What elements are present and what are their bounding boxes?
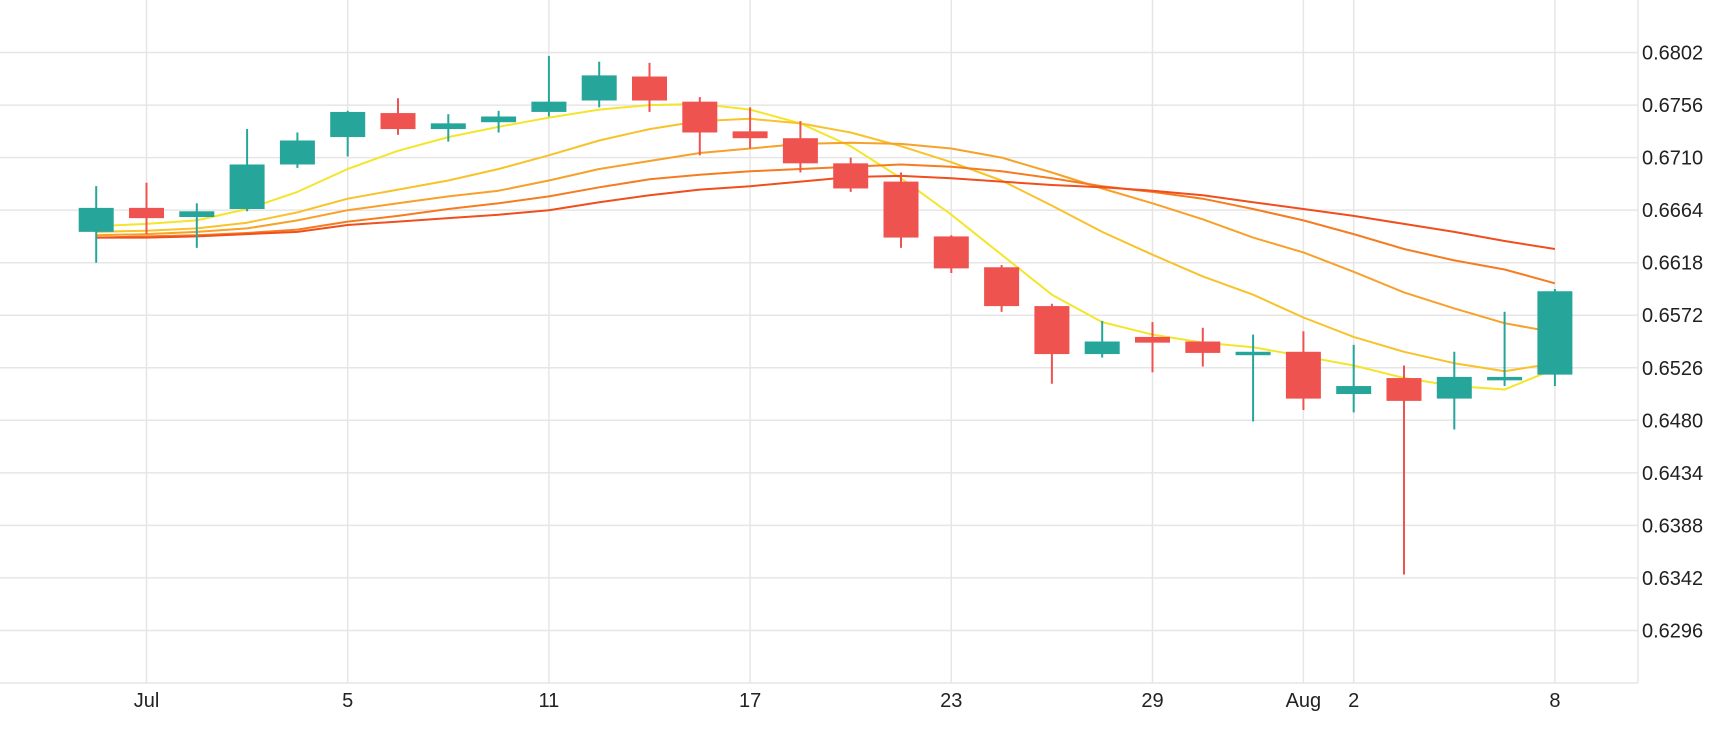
candle-down (732, 107, 768, 149)
candle-down (933, 235, 969, 273)
candle-body (1285, 351, 1321, 399)
y-tick-label: 0.6802 (1642, 43, 1703, 65)
candle-body (531, 101, 567, 112)
y-tick-label: 0.6756 (1642, 95, 1703, 117)
candle-up (78, 186, 114, 263)
candle-down (380, 98, 416, 135)
candle-body (984, 267, 1020, 307)
candle-up (229, 129, 265, 212)
candle-up (1436, 351, 1472, 430)
candle-down (682, 97, 718, 156)
y-tick-label: 0.6664 (1642, 200, 1703, 222)
candle-up (1235, 334, 1271, 422)
candle-up (531, 55, 567, 117)
x-tick-label: 17 (739, 690, 761, 712)
x-tick-label: Jul (134, 690, 160, 712)
y-tick-label: 0.6526 (1642, 358, 1703, 380)
candle-down (129, 182, 164, 235)
candle-up (1336, 344, 1372, 413)
candle-body (632, 76, 667, 101)
ma-line-3 (96, 141, 1556, 334)
candle-up (581, 61, 617, 108)
y-tick-label: 0.6296 (1642, 620, 1703, 642)
candle-down (1185, 327, 1221, 367)
candle-up (179, 203, 215, 248)
y-tick-label: 0.6480 (1642, 410, 1703, 432)
candle-up (430, 114, 466, 142)
candle-up (1487, 311, 1523, 387)
candle-up (1084, 320, 1120, 358)
candle-body (933, 236, 969, 269)
candle-body (129, 207, 164, 219)
x-tick-label: 23 (940, 690, 962, 712)
axis-layer: 0.6296 0.6342 0.6388 0.6434 0.6480 0.6526 0.65… (134, 43, 1703, 712)
candle-body (330, 111, 366, 138)
y-tick-label: 0.6434 (1642, 463, 1703, 485)
candle-body (1084, 341, 1120, 355)
candle-down (632, 62, 667, 112)
candle-body (1034, 306, 1070, 355)
x-tick-label: Aug (1286, 690, 1322, 712)
candle-body (1537, 291, 1573, 375)
candle-body (782, 138, 818, 164)
y-tick-label: 0.6618 (1642, 253, 1703, 275)
y-tick-label: 0.6342 (1642, 568, 1703, 590)
candle-up (330, 110, 366, 157)
candle-body (833, 163, 869, 189)
y-tick-label: 0.6710 (1642, 148, 1703, 170)
y-tick-label: 0.6388 (1642, 515, 1703, 537)
candle-body (380, 113, 416, 130)
ma-line-4 (96, 163, 1556, 285)
candle-body (78, 207, 114, 232)
ma-line-5 (96, 174, 1556, 250)
candle-body (430, 123, 466, 130)
x-tick-label: 11 (539, 690, 560, 712)
candle-layer (78, 55, 1573, 575)
candle-down (782, 121, 818, 173)
ma-line-1 (96, 102, 1556, 391)
candle-down (984, 264, 1020, 312)
candle-down (1386, 365, 1422, 575)
candle-up (1537, 288, 1573, 387)
candle-down (1034, 303, 1070, 384)
candle-body (581, 75, 617, 101)
candle-body (883, 181, 919, 238)
candle-up (481, 110, 517, 133)
candle-body (1487, 376, 1523, 381)
y-tick-label: 0.6572 (1642, 305, 1703, 327)
candle-down (1135, 322, 1170, 373)
candle-body (481, 116, 517, 123)
moving-average-layer (96, 102, 1556, 391)
x-tick-label: 2 (1348, 690, 1359, 712)
candle-body (1336, 386, 1372, 395)
x-tick-label: 5 (342, 690, 353, 712)
x-tick-label: 29 (1141, 690, 1163, 712)
candle-body (682, 101, 718, 133)
candle-body (1436, 376, 1472, 399)
candle-down (1285, 331, 1321, 411)
grid-layer (0, 0, 1639, 684)
candle-up (279, 132, 315, 168)
candle-down (833, 157, 869, 192)
ma-line-2 (96, 117, 1556, 373)
candle-body (229, 164, 265, 210)
candle-body (1185, 341, 1221, 353)
candle-body (179, 211, 215, 218)
candle-body (1235, 351, 1271, 356)
x-tick-label: 8 (1549, 690, 1560, 712)
candle-down (883, 172, 919, 248)
candle-body (1386, 378, 1422, 401)
candle-body (279, 140, 315, 165)
candle-body (1135, 336, 1170, 343)
candle-body (732, 131, 768, 139)
